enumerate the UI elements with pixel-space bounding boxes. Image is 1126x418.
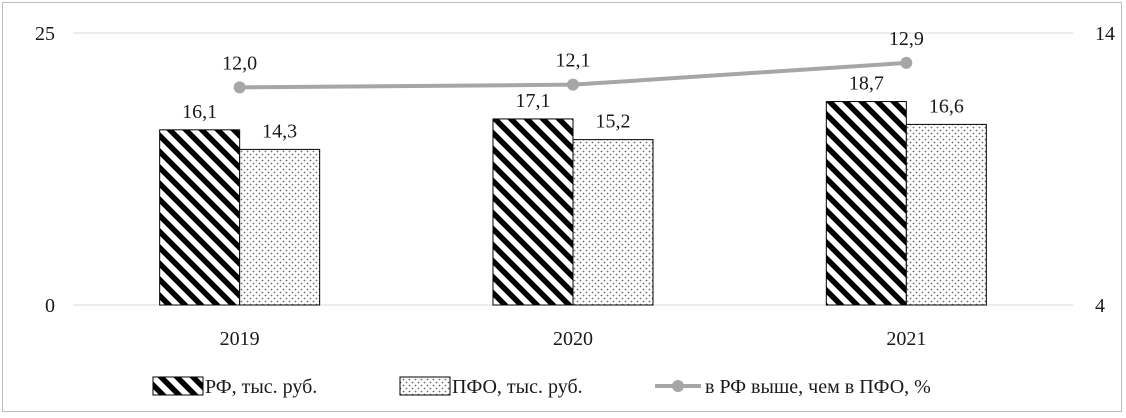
bar-rf-2019: [159, 129, 241, 306]
left-axis-tick-label: 25: [35, 23, 55, 45]
legend-diff-swatch-marker: [672, 380, 684, 392]
line-point-2021: [900, 56, 913, 69]
left-axis-tick-label: 0: [45, 295, 55, 317]
chart-canvas: 16,1 14,3 17,1 15,2 18,7 16,6 12,0 12,1 12,9 0 25…: [35, 23, 1115, 398]
line-point-2019: [233, 81, 246, 94]
right-axis-tick-label: 4: [1095, 295, 1105, 317]
legend-pfo-label: ПФО, тыс. руб.: [452, 376, 583, 398]
legend-pfo-swatch: [399, 376, 451, 396]
x-axis-tick-label: 2019: [220, 328, 260, 350]
right-axis-tick-label: 14: [1095, 23, 1115, 45]
bar-rf-2020: [492, 118, 574, 306]
data-label-rf-2021: 18,7: [849, 73, 884, 95]
line-point-2020: [567, 78, 579, 91]
legend-diff-label: в РФ выше, чем в ПФО, %: [705, 376, 931, 398]
line-label-2020: 12,1: [556, 50, 591, 72]
bar-pfo-2019: [239, 148, 321, 306]
data-label-rf-2019: 16,1: [182, 101, 217, 123]
chart-frame: 16,1 14,3 17,1 15,2 18,7 16,6 12,0 12,1 12,9 0 25…: [2, 2, 1122, 412]
line-label-2021: 12,9: [889, 28, 924, 50]
data-label-rf-2020: 17,1: [516, 90, 551, 112]
bar-pfo-2021: [905, 123, 987, 306]
legend-rf-swatch: [152, 376, 204, 396]
legend-rf-label: РФ, тыс. руб.: [205, 376, 317, 398]
line-label-2019: 12,0: [222, 52, 257, 74]
data-label-pfo-2020: 15,2: [596, 111, 631, 133]
data-label-pfo-2021: 16,6: [929, 95, 964, 117]
x-axis-tick-label: 2020: [553, 328, 593, 350]
data-label-pfo-2019: 14,3: [262, 120, 297, 142]
bar-rf-2021: [825, 101, 907, 306]
bar-pfo-2020: [572, 139, 654, 306]
x-axis-tick-label: 2021: [886, 328, 926, 350]
